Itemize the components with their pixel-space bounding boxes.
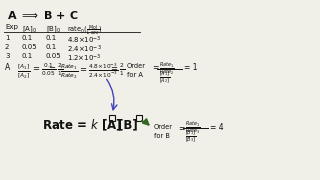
Text: $\frac{Rate_1}{Rate_3}$: $\frac{Rate_1}{Rate_3}$ bbox=[185, 120, 201, 136]
Text: $=\frac{0.1}{0.05}$: $=\frac{0.1}{0.05}$ bbox=[31, 62, 56, 78]
Text: $\frac{Rate_1}{Rate_2}$: $\frac{Rate_1}{Rate_2}$ bbox=[159, 61, 175, 77]
Text: 1: 1 bbox=[5, 35, 10, 41]
Text: = 4: = 4 bbox=[210, 123, 224, 132]
Text: $\frac{[A_1]}{[A_2]}$: $\frac{[A_1]}{[A_2]}$ bbox=[17, 62, 30, 80]
Text: [B]: [B] bbox=[118, 118, 138, 131]
Text: $=\frac{2}{1}$: $=\frac{2}{1}$ bbox=[109, 62, 125, 78]
Text: A: A bbox=[5, 63, 10, 72]
Text: 0.1: 0.1 bbox=[22, 35, 33, 41]
Text: =: = bbox=[178, 124, 184, 133]
Text: 3: 3 bbox=[5, 53, 10, 59]
Text: 0.1: 0.1 bbox=[22, 53, 33, 59]
Text: $=\frac{4.8{\times}10^{-3}}{2.4{\times}10^{-3}}$: $=\frac{4.8{\times}10^{-3}}{2.4{\times}1… bbox=[78, 62, 118, 80]
Text: Rate = $k$ [A]: Rate = $k$ [A] bbox=[42, 118, 122, 133]
Text: = 1: = 1 bbox=[184, 63, 197, 72]
Text: $=\frac{2}{1}$: $=\frac{2}{1}$ bbox=[47, 62, 63, 78]
Text: 0.1: 0.1 bbox=[46, 35, 57, 41]
Text: 0.1: 0.1 bbox=[46, 44, 57, 50]
Text: $\frac{Rate_1}{Rate_2}$: $\frac{Rate_1}{Rate_2}$ bbox=[60, 62, 78, 80]
Text: [A]$_0$: [A]$_0$ bbox=[22, 24, 37, 35]
Text: Order
for A: Order for A bbox=[127, 63, 146, 78]
Bar bbox=[109, 115, 115, 121]
Text: rate$_0$($\frac{\mathrm{Mol}}{L{\cdot}sec}$): rate$_0$($\frac{\mathrm{Mol}}{L{\cdot}se… bbox=[67, 24, 103, 38]
Text: [B]$_0$: [B]$_0$ bbox=[46, 24, 61, 35]
Bar bbox=[136, 115, 142, 121]
Text: 0.05: 0.05 bbox=[46, 53, 62, 59]
Text: Order
for B: Order for B bbox=[154, 124, 173, 138]
Text: Exp: Exp bbox=[5, 24, 18, 30]
Text: =: = bbox=[152, 63, 158, 72]
Text: 2.4$\times$10$^{-3}$: 2.4$\times$10$^{-3}$ bbox=[67, 44, 102, 55]
Text: 1.2$\times$10$^{-3}$: 1.2$\times$10$^{-3}$ bbox=[67, 53, 101, 64]
Text: $\frac{[B_1]}{[B_3]}$: $\frac{[B_1]}{[B_3]}$ bbox=[185, 128, 196, 144]
Text: $\frac{[A_1]}{[A_2]}$: $\frac{[A_1]}{[A_2]}$ bbox=[159, 69, 171, 85]
Text: 0.05: 0.05 bbox=[22, 44, 38, 50]
Text: 4.8$\times$10$^{-3}$: 4.8$\times$10$^{-3}$ bbox=[67, 35, 102, 46]
Text: A $\Longrightarrow$ B + C: A $\Longrightarrow$ B + C bbox=[7, 9, 79, 21]
Text: 2: 2 bbox=[5, 44, 9, 50]
